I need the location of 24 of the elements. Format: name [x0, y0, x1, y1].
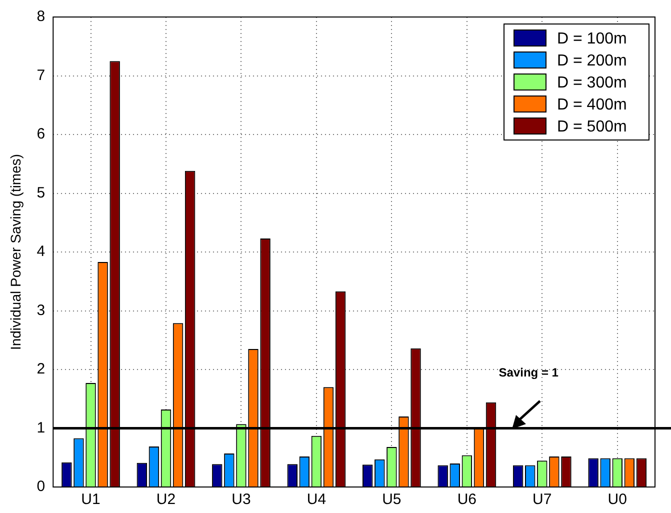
y-tick-label: 3: [36, 302, 46, 319]
y-tick-label: 8: [36, 8, 46, 26]
y-tick-label: 7: [36, 66, 46, 84]
x-tick-label: U6: [457, 491, 477, 508]
x-tick-label: U0: [608, 491, 627, 508]
y-tick-label: 2: [36, 360, 46, 378]
y-tick-label: 4: [36, 243, 46, 260]
y-axis-title: Individual Power Saving (times): [7, 154, 24, 350]
x-tick-label: U2: [156, 491, 176, 508]
legend-label: D = 200m: [557, 52, 627, 70]
x-tick-label: U3: [232, 491, 251, 508]
y-tick-label: 0: [36, 478, 46, 496]
y-tick-label: 1: [36, 419, 46, 436]
legend-label: D = 300m: [557, 74, 627, 92]
legend-label: D = 100m: [557, 30, 627, 48]
annotation: Saving = 1: [498, 366, 559, 380]
x-tick-label: U4: [306, 491, 326, 508]
x-tick-label: U7: [532, 491, 552, 508]
x-tick-label: U1: [81, 491, 100, 508]
legend-label: D = 500m: [557, 118, 627, 136]
y-tick-label: 6: [36, 126, 46, 143]
legend-label: D = 400m: [557, 96, 627, 114]
x-tick-label: U5: [382, 491, 402, 508]
y-tick-label: 5: [36, 184, 46, 202]
